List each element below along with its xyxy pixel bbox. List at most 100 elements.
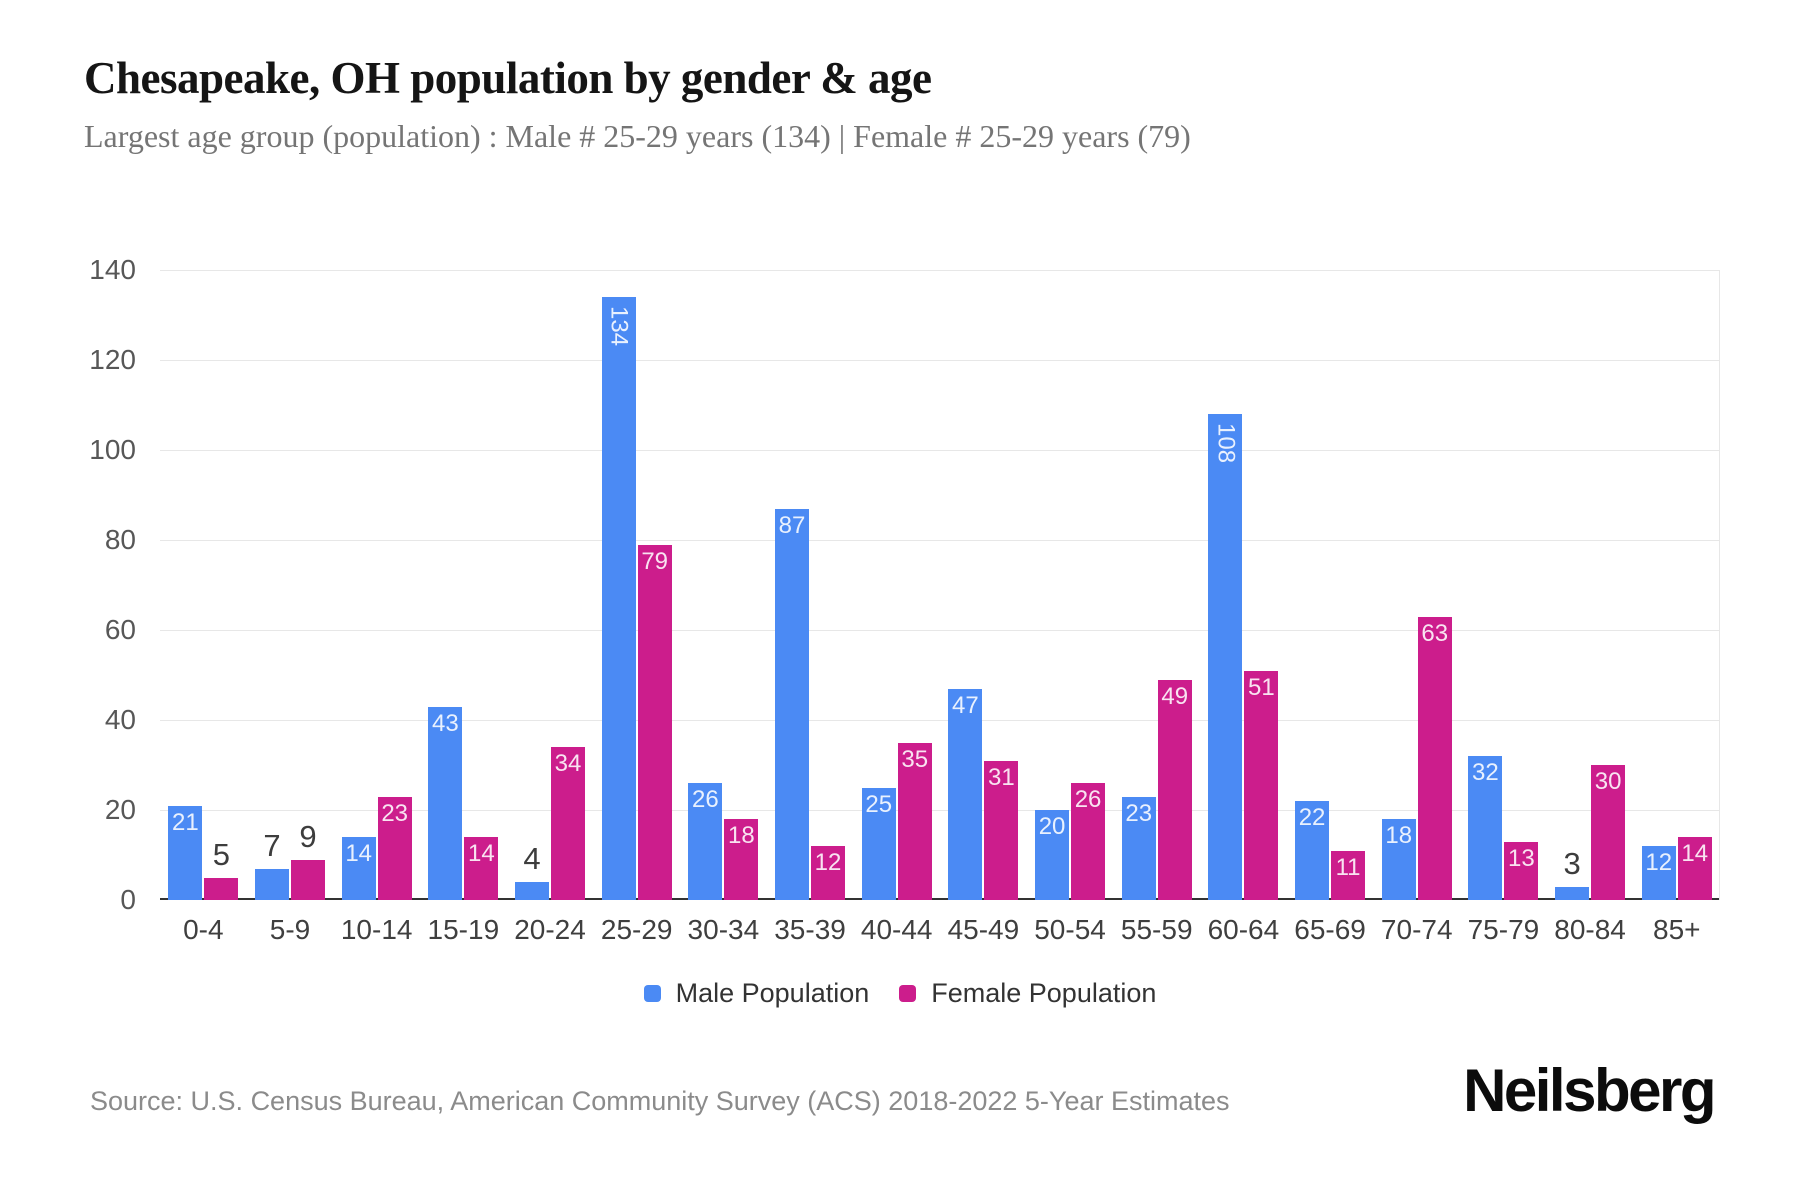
bar-value-label: 13 (1508, 844, 1535, 872)
bar-group-55-59: 23 49 55-59 (1113, 270, 1200, 944)
bar-value-label: 9 (299, 818, 317, 854)
x-axis-label-75-79: 75-79 (1467, 914, 1540, 945)
bar-female-0-4[interactable]: 5 (204, 839, 239, 900)
bar-female-80-84[interactable]: 30 (1591, 765, 1626, 900)
y-axis-label-140: 140 (89, 254, 136, 285)
bar-female-10-14[interactable]: 23 (377, 796, 412, 900)
legend-item-male[interactable]: Male Population (643, 978, 870, 1009)
plot-area: 0 20 40 60 80 100 120 140 21 5 0-4 7 9 5-9 14 23 10-14 43… (89, 256, 1720, 944)
x-axis-label-25-29: 25-29 (600, 914, 673, 945)
bar-male-55-59[interactable]: 23 (1121, 796, 1156, 900)
bar-female-5-9[interactable]: 9 (291, 821, 325, 900)
y-axis-label-120: 120 (89, 344, 136, 375)
x-axis-label-15-19: 15-19 (427, 914, 500, 945)
y-axis-label-80: 80 (104, 524, 136, 555)
gridline-0 (160, 898, 1720, 900)
x-axis-label-50-54: 50-54 (1034, 914, 1106, 945)
bar-male-65-69[interactable]: 22 (1295, 801, 1330, 900)
bar-value-label: 26 (692, 786, 719, 813)
bar-male-15-19[interactable]: 43 (428, 706, 463, 900)
bar-value-label: 23 (381, 799, 409, 827)
bar-female-30-34[interactable]: 18 (724, 819, 759, 900)
bar-male-35-39[interactable]: 87 (775, 508, 810, 900)
bar-male-5-9[interactable]: 7 (255, 830, 289, 900)
bar-value-label: 63 (1421, 619, 1449, 647)
bar-female-65-69[interactable]: 11 (1331, 850, 1366, 900)
bar-female-60-64[interactable]: 51 (1244, 670, 1279, 900)
bar-female-70-74[interactable]: 63 (1417, 616, 1452, 900)
x-axis-label-30-34: 30-34 (687, 914, 760, 945)
bar-female-40-44[interactable]: 35 (897, 742, 932, 900)
bar-female-45-49[interactable]: 31 (984, 760, 1019, 900)
bar-group-25-29: 134 79 25-29 (593, 270, 680, 944)
page-title: Chesapeake, OH population by gender & ag… (84, 53, 932, 103)
x-axis-label-70-74: 70-74 (1380, 914, 1453, 945)
y-axis-label-100: 100 (89, 434, 136, 465)
bar-group-15-19: 43 14 15-19 (420, 270, 507, 944)
bar-male-70-74[interactable]: 18 (1381, 819, 1416, 900)
bar-group-75-79: 32 13 75-79 (1460, 270, 1547, 944)
x-axis-label-55-59: 55-59 (1120, 914, 1193, 945)
x-axis-label-40-44: 40-44 (860, 914, 933, 945)
bar-group-65-69: 22 11 65-69 (1287, 270, 1374, 944)
bar-group-10-14: 14 23 10-14 (333, 270, 420, 944)
bar-male-75-79[interactable]: 32 (1468, 756, 1503, 900)
gridline-100 (160, 449, 1720, 451)
bar-group-70-74: 18 63 70-74 (1373, 270, 1460, 944)
bar-value-label: 51 (1248, 673, 1275, 701)
bar-group-85+: 12 14 85+ (1633, 270, 1720, 944)
bar-male-45-49[interactable]: 47 (948, 688, 983, 900)
bar-male-40-44[interactable]: 25 (861, 787, 896, 900)
bar-female-75-79[interactable]: 13 (1504, 841, 1539, 900)
bar-female-50-54[interactable]: 26 (1071, 783, 1106, 900)
bar-value-label: 22 (1298, 804, 1326, 831)
bar-female-55-59[interactable]: 49 (1157, 679, 1192, 900)
bar-group-60-64: 108 51 60-64 (1200, 270, 1287, 944)
bar-value-label: 7 (263, 827, 281, 863)
bar-value-label: 134 (605, 306, 633, 347)
bar-male-10-14[interactable]: 14 (341, 837, 376, 900)
x-axis-label-0-4: 0-4 (183, 914, 224, 945)
legend-label: Female Population (931, 978, 1157, 1008)
gridline-140 (160, 269, 1720, 271)
bar-male-30-34[interactable]: 26 (688, 783, 723, 900)
bar-male-20-24[interactable]: 4 (515, 843, 550, 900)
x-axis-label-20-24: 20-24 (514, 914, 586, 945)
bar-groups: 21 5 0-4 7 9 5-9 14 23 10-14 43 14 15-19 4 34 20-24 134… (160, 270, 1720, 944)
bar-value-label: 3 (1563, 845, 1581, 881)
source-text: Source: U.S. Census Bureau, American Com… (90, 1086, 1230, 1116)
bar-female-20-24[interactable]: 34 (551, 747, 586, 900)
bar-male-60-64[interactable]: 108 (1208, 414, 1243, 900)
bar-value-label: 20 (1038, 813, 1066, 840)
legend-swatch (899, 985, 917, 1002)
bar-male-85+[interactable]: 12 (1641, 846, 1676, 900)
bar-female-35-39[interactable]: 12 (811, 846, 846, 900)
bar-value-label: 47 (952, 691, 979, 719)
bar-female-85+[interactable]: 14 (1677, 837, 1712, 900)
bar-group-20-24: 4 34 20-24 (507, 270, 594, 944)
bar-value-label: 4 (523, 841, 541, 876)
legend-label: Male Population (675, 978, 870, 1008)
bar-group-80-84: 3 30 80-84 (1547, 270, 1634, 944)
bar-group-45-49: 47 31 45-49 (940, 270, 1027, 944)
gridline-20 (160, 809, 1720, 811)
bar-value-label: 43 (431, 709, 459, 737)
bar-male-0-4[interactable]: 21 (168, 805, 203, 900)
legend-item-female[interactable]: Female Population (899, 978, 1156, 1009)
bar-female-15-19[interactable]: 14 (464, 837, 499, 900)
page-subtitle: Largest age group (population) : Male # … (84, 118, 1191, 154)
neilsberg-logo: Neilsberg (1463, 1057, 1716, 1124)
bar-male-50-54[interactable]: 20 (1035, 810, 1070, 900)
bar-value-label: 12 (1645, 849, 1673, 876)
y-axis-label-20: 20 (104, 794, 136, 825)
bar-male-80-84[interactable]: 3 (1555, 848, 1590, 900)
bar-value-label: 14 (1681, 840, 1709, 867)
y-axis-label-0: 0 (120, 884, 136, 915)
bar-group-5-9: 7 9 5-9 (247, 270, 334, 944)
x-axis-label-65-69: 65-69 (1294, 914, 1366, 945)
bar-male-25-29[interactable]: 134 (601, 297, 636, 900)
bar-group-0-4: 21 5 0-4 (160, 270, 247, 944)
bar-female-25-29[interactable]: 79 (637, 544, 672, 900)
bar-value-label: 23 (1125, 799, 1153, 827)
